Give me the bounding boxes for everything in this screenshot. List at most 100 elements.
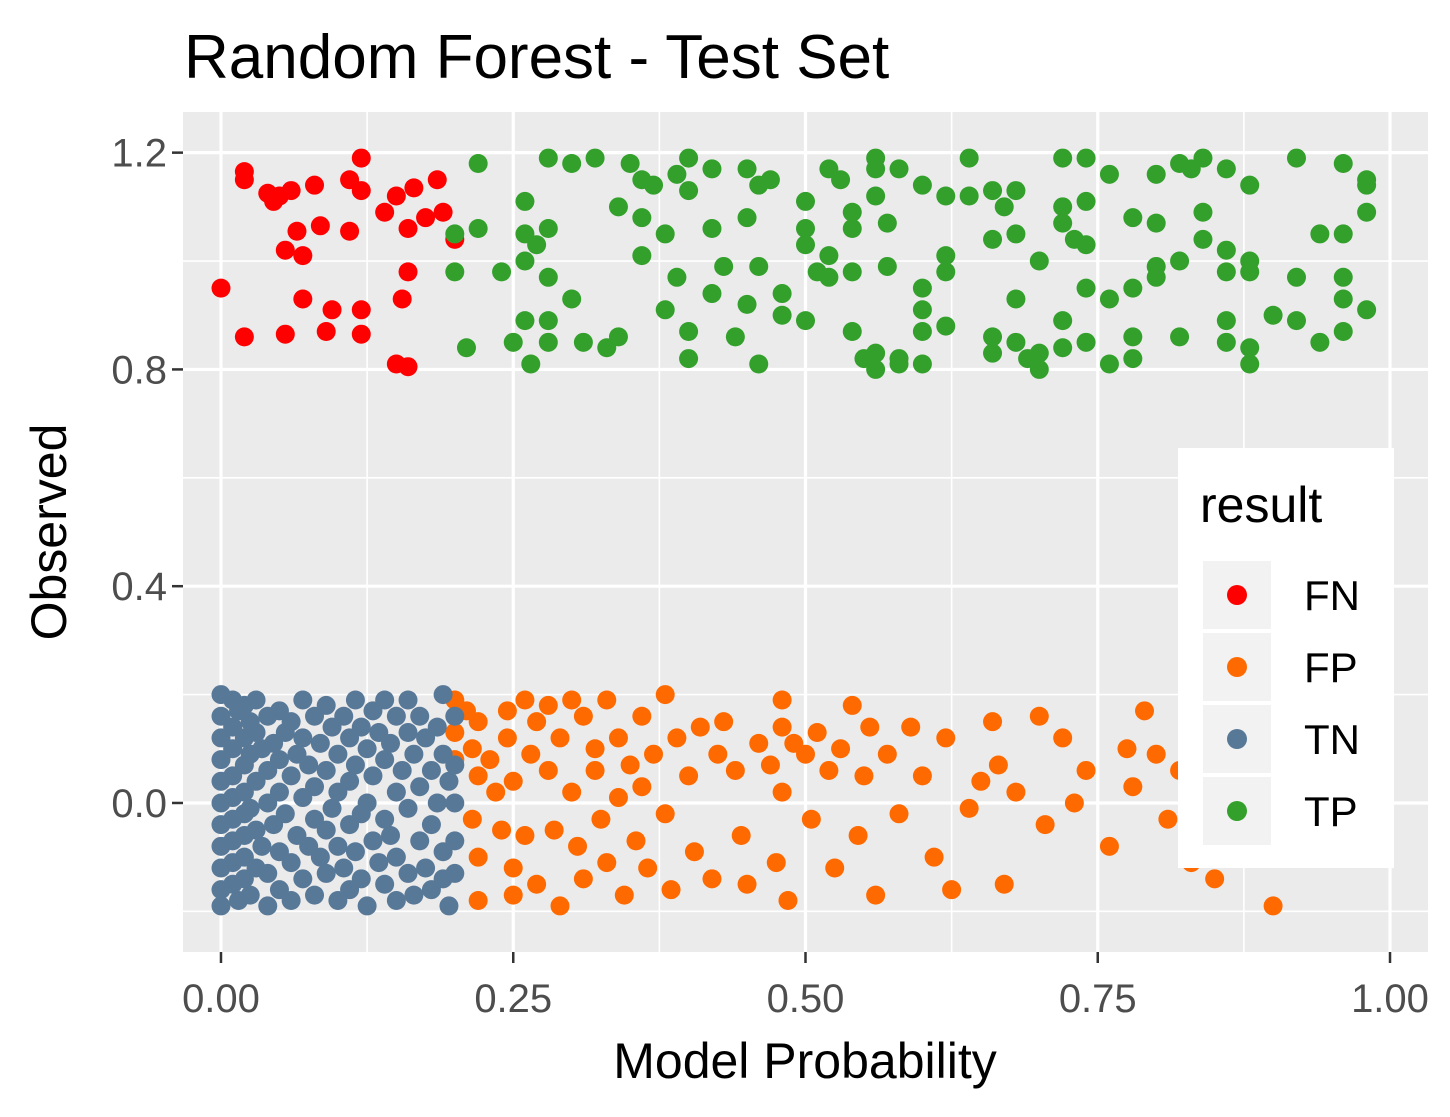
data-point-tp [714, 256, 734, 276]
data-point-tn [293, 690, 313, 710]
data-point-fp [901, 717, 921, 737]
data-point-tn [305, 777, 325, 797]
data-point-tn [281, 766, 301, 786]
data-point-tp [585, 148, 605, 168]
legend-label: FP [1304, 644, 1358, 691]
data-point-fn [392, 289, 412, 309]
data-point-fp [760, 755, 780, 775]
series-tn [211, 685, 465, 916]
data-point-tn [421, 815, 441, 835]
data-point-fp [568, 836, 588, 856]
data-point-tp [866, 159, 886, 179]
x-tick-label: 0.00 [182, 977, 260, 1021]
data-point-tp [959, 148, 979, 168]
data-point-tp [1216, 240, 1236, 260]
data-point-tp [515, 251, 535, 271]
data-point-fp [725, 760, 745, 780]
data-point-fp [1029, 706, 1049, 726]
data-point-fp [468, 712, 488, 732]
data-point-tp [737, 208, 757, 228]
data-point-tn [351, 869, 371, 889]
data-point-tn [386, 782, 406, 802]
data-point-fp [638, 858, 658, 878]
data-point-tn [281, 891, 301, 911]
data-point-tp [562, 289, 582, 309]
data-point-tp [456, 338, 476, 358]
data-point-tp [912, 321, 932, 341]
data-point-fp [1076, 760, 1096, 780]
data-point-tn [246, 820, 266, 840]
data-point-tp [655, 224, 675, 244]
data-point-tp [1240, 175, 1260, 195]
data-point-fp [497, 701, 517, 721]
data-point-fn [427, 170, 447, 190]
legend-title: result [1200, 477, 1322, 533]
data-point-fn [351, 324, 371, 344]
data-point-tp [445, 262, 465, 282]
data-point-tp [1146, 267, 1166, 287]
data-point-tp [1006, 289, 1026, 309]
data-point-fp [1006, 782, 1026, 802]
data-point-tp [515, 311, 535, 331]
legend-items: FN FP TN TP [1203, 561, 1360, 845]
data-point-tn [334, 706, 354, 726]
data-point-fp [597, 853, 617, 873]
data-point-fn [398, 262, 418, 282]
data-point-tp [562, 153, 582, 173]
data-point-tp [1333, 289, 1353, 309]
data-point-fp [655, 804, 675, 824]
data-point-tp [1053, 197, 1073, 217]
data-point-tp [831, 170, 851, 190]
data-point-tn [398, 863, 418, 883]
data-point-tn [392, 760, 412, 780]
data-point-tn [269, 750, 289, 770]
data-point-tp [1357, 175, 1377, 195]
data-point-fp [1123, 777, 1143, 797]
data-point-tn [439, 896, 459, 916]
data-point-fp [644, 744, 664, 764]
data-point-fn [275, 240, 295, 260]
data-point-fp [562, 690, 582, 710]
data-point-fp [831, 739, 851, 759]
data-point-fn [322, 300, 342, 320]
data-point-tp [1123, 278, 1143, 298]
data-point-tp [749, 354, 769, 374]
data-point-fn [293, 246, 313, 266]
data-point-tp [819, 246, 839, 266]
x-tick-label: 1.00 [1351, 977, 1429, 1021]
data-point-tp [1240, 338, 1260, 358]
data-point-tn [246, 723, 266, 743]
data-point-tp [1216, 262, 1236, 282]
data-point-tn [439, 771, 459, 791]
data-point-fn [305, 175, 325, 195]
data-point-tp [936, 262, 956, 282]
data-point-fp [527, 712, 547, 732]
data-point-tn [351, 717, 371, 737]
data-point-fp [778, 891, 798, 911]
data-point-fp [959, 798, 979, 818]
data-point-tp [1123, 327, 1143, 347]
data-point-tp [877, 256, 897, 276]
data-point-fp [515, 825, 535, 845]
y-tick-label: 0.4 [111, 565, 167, 609]
x-tick-label: 0.50 [767, 977, 845, 1021]
data-point-fn [351, 300, 371, 320]
data-point-tp [1193, 202, 1213, 222]
data-point-tp [1123, 208, 1143, 228]
data-point-fp [655, 685, 675, 705]
data-point-fp [503, 885, 523, 905]
data-point-fn [234, 327, 254, 347]
data-point-tp [538, 332, 558, 352]
data-point-tn [398, 690, 418, 710]
data-point-fp [468, 847, 488, 867]
data-point-tn [386, 891, 406, 911]
data-point-tp [936, 246, 956, 266]
y-tick-label: 0.8 [111, 348, 167, 392]
data-point-tp [725, 327, 745, 347]
data-point-tp [1146, 213, 1166, 233]
data-point-tp [679, 321, 699, 341]
data-point-tn [269, 782, 289, 802]
data-point-tn [281, 853, 301, 873]
data-point-tn [433, 685, 453, 705]
data-point-fn [404, 178, 424, 198]
